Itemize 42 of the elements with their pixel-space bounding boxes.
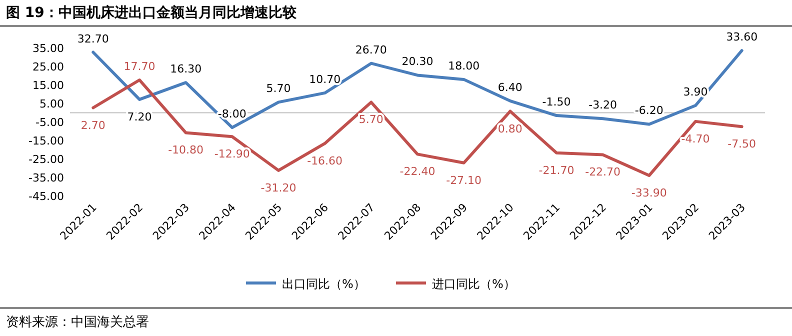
data-label: 18.00 [448, 59, 480, 72]
text: 资料来源：中国海关总署 [6, 315, 149, 330]
y-tick-label: 15.00 [32, 79, 64, 92]
data-label: 6.40 [498, 80, 522, 94]
data-label: 10.70 [309, 72, 341, 86]
data-label: -12.90 [214, 148, 250, 161]
data-label: -22.70 [585, 166, 621, 179]
y-tick-label: -35.00 [28, 172, 64, 184]
data-label: -8.00 [218, 108, 246, 121]
legend-label: 出口同比（%） [282, 277, 366, 291]
y-tick-label: -15.00 [28, 134, 64, 148]
data-label: -22.40 [400, 165, 436, 178]
data-label: 16.30 [170, 62, 202, 76]
data-label: 33.60 [726, 30, 758, 44]
data-label: 7.20 [127, 110, 152, 124]
data-label: -7.50 [728, 138, 756, 151]
data-label: -10.80 [168, 144, 204, 157]
data-label: 20.30 [402, 55, 434, 68]
legend-label: 进口同比（%） [432, 277, 516, 291]
data-label: 32.70 [77, 32, 109, 46]
data-label: 5.70 [266, 82, 291, 96]
data-label: -3.20 [588, 98, 618, 112]
y-tick-label: -5.00 [36, 116, 64, 129]
data-label: -6.20 [634, 104, 664, 118]
data-label: 17.70 [124, 60, 156, 74]
data-label: -33.90 [631, 186, 667, 200]
y-tick-label: 5.00 [40, 98, 64, 110]
data-label: 0.80 [498, 122, 522, 136]
data-label: -31.20 [260, 181, 296, 194]
data-label: 2.70 [80, 118, 106, 132]
y-tick-label: 35.00 [32, 42, 64, 55]
data-label: 5.70 [358, 113, 384, 126]
y-tick-label: -25.00 [28, 153, 64, 166]
data-label: -16.60 [307, 154, 343, 168]
y-tick-label: 25.00 [32, 60, 64, 74]
data-label: -27.10 [446, 174, 482, 187]
data-label: -1.50 [542, 96, 571, 109]
y-tick-label: -45.00 [28, 190, 64, 203]
chart-title: 图 19：中国机床进出口金额当月同比增速比较 [6, 4, 298, 21]
data-label: -4.70 [681, 132, 710, 146]
data-label: -21.70 [538, 164, 574, 177]
data-label: 26.70 [355, 43, 387, 56]
